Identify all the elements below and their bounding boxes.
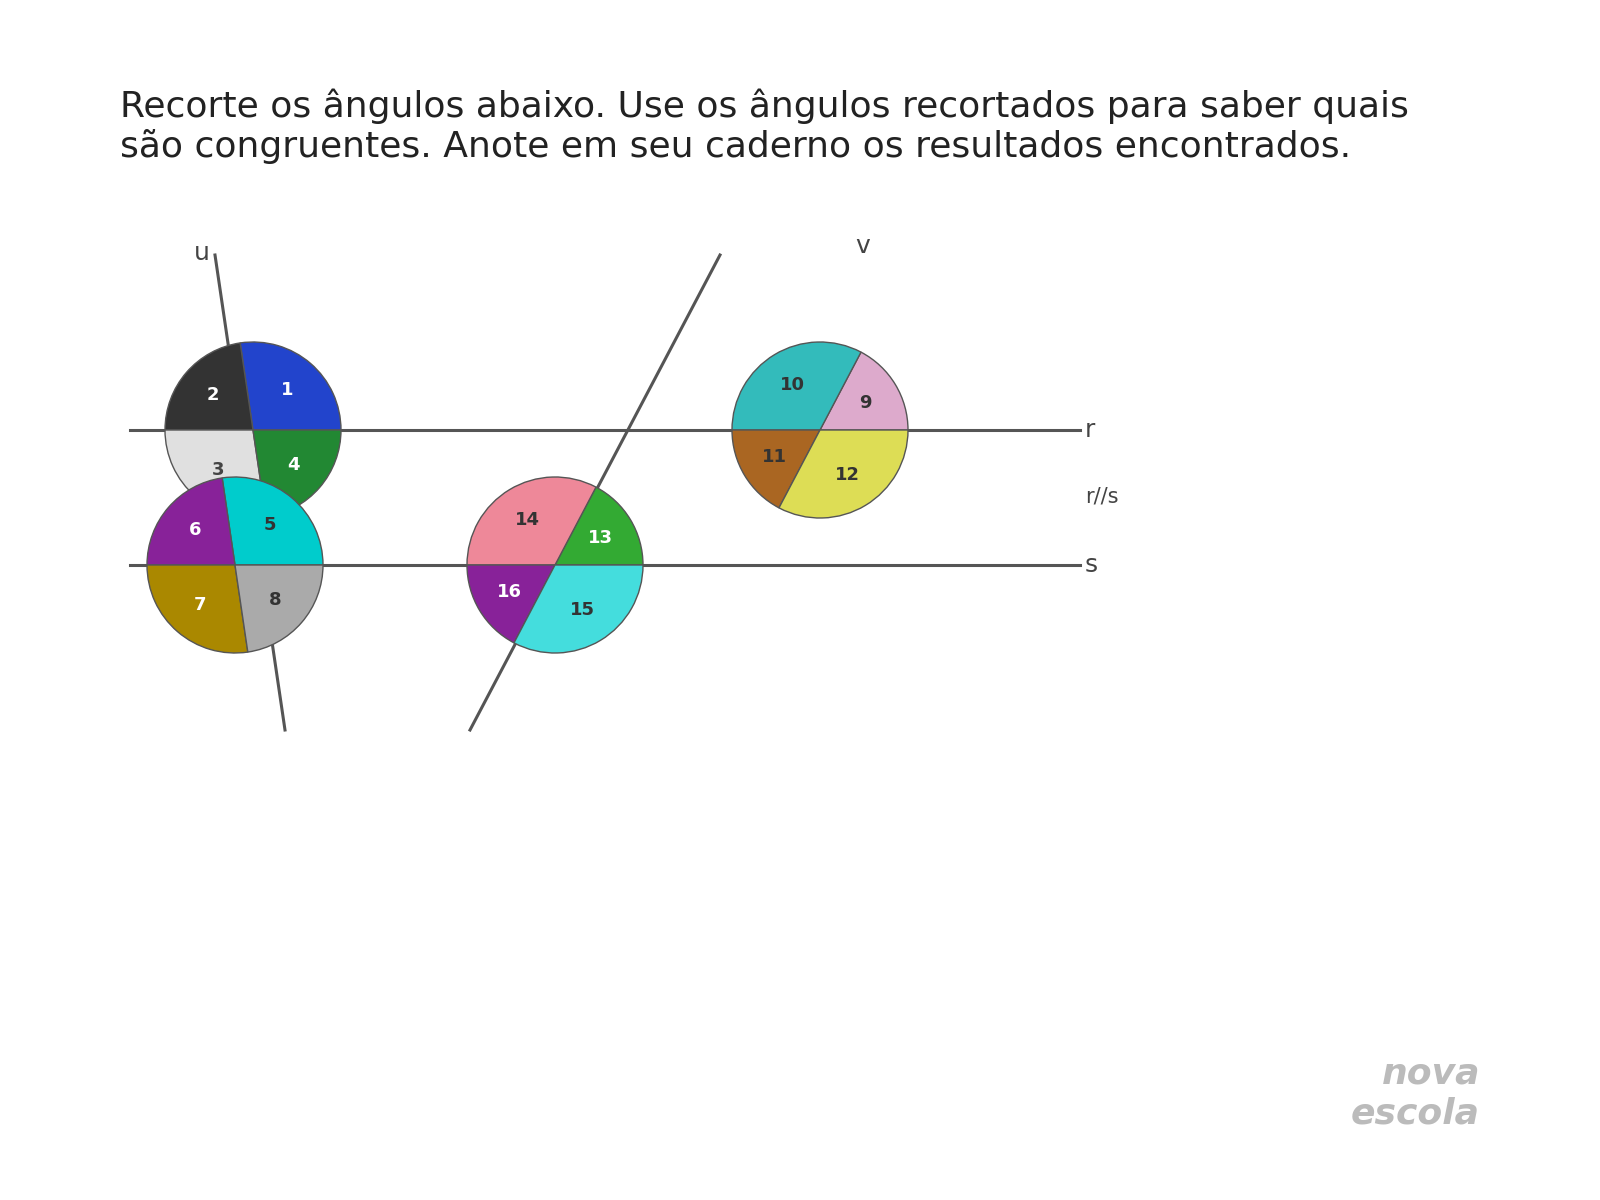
Text: 10: 10 bbox=[781, 376, 805, 394]
Wedge shape bbox=[147, 565, 248, 653]
Text: nova
escola: nova escola bbox=[1350, 1056, 1480, 1130]
Text: 16: 16 bbox=[498, 583, 522, 601]
Wedge shape bbox=[819, 352, 909, 430]
Wedge shape bbox=[555, 487, 643, 565]
Text: s: s bbox=[1085, 553, 1098, 577]
Text: 13: 13 bbox=[587, 529, 613, 547]
Text: 7: 7 bbox=[194, 596, 206, 614]
Text: 8: 8 bbox=[269, 590, 282, 608]
Wedge shape bbox=[222, 478, 323, 565]
Wedge shape bbox=[253, 430, 341, 517]
Wedge shape bbox=[467, 478, 595, 565]
Text: r//s: r//s bbox=[1085, 487, 1118, 506]
Text: 14: 14 bbox=[515, 511, 541, 529]
Text: 1: 1 bbox=[282, 382, 294, 400]
Wedge shape bbox=[733, 430, 819, 508]
Wedge shape bbox=[514, 565, 643, 653]
Text: 4: 4 bbox=[286, 456, 299, 474]
Text: 2: 2 bbox=[206, 386, 219, 404]
Text: 11: 11 bbox=[762, 449, 787, 467]
Text: 9: 9 bbox=[859, 394, 872, 412]
Wedge shape bbox=[733, 342, 861, 430]
Text: 5: 5 bbox=[264, 516, 275, 534]
Text: 12: 12 bbox=[835, 467, 859, 485]
Wedge shape bbox=[240, 342, 341, 430]
Text: 15: 15 bbox=[570, 601, 595, 619]
Text: u: u bbox=[194, 241, 210, 265]
Wedge shape bbox=[165, 343, 253, 430]
Text: r: r bbox=[1085, 418, 1096, 442]
Text: Recorte os ângulos abaixo. Use os ângulos recortados para saber quais
são congru: Recorte os ângulos abaixo. Use os ângulo… bbox=[120, 88, 1410, 164]
Text: 6: 6 bbox=[189, 522, 202, 540]
Text: v: v bbox=[854, 234, 870, 258]
Text: 3: 3 bbox=[213, 461, 224, 479]
Wedge shape bbox=[235, 565, 323, 652]
Wedge shape bbox=[779, 430, 909, 518]
Wedge shape bbox=[467, 565, 555, 643]
Wedge shape bbox=[147, 478, 235, 565]
Wedge shape bbox=[165, 430, 266, 518]
